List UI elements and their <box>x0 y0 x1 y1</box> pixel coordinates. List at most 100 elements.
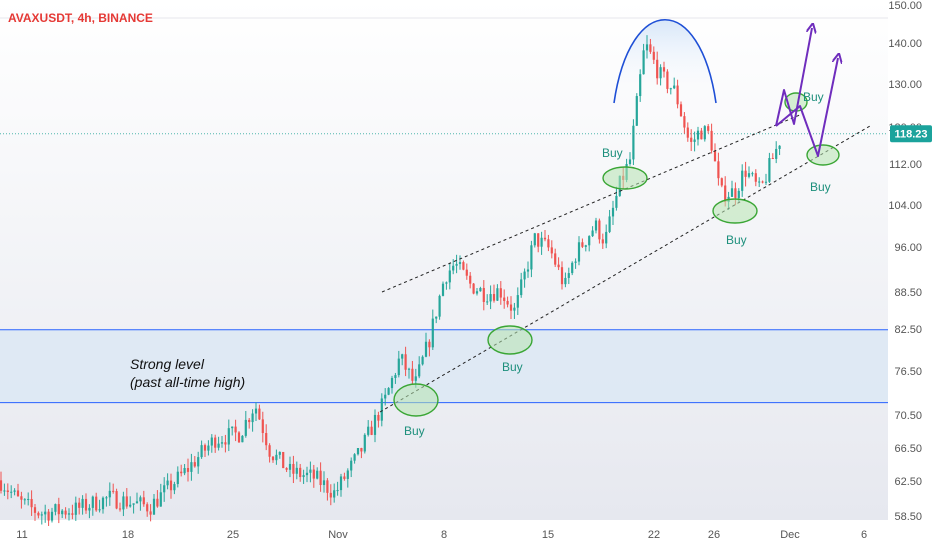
candle-body <box>509 304 513 311</box>
candle-body <box>122 496 125 510</box>
candle-body <box>57 504 60 515</box>
candle-body <box>581 242 584 247</box>
top-arc <box>613 18 717 104</box>
candle-body <box>401 354 404 359</box>
price-tick: 70.50 <box>894 410 922 422</box>
candle-body <box>10 491 13 493</box>
candle-body <box>741 170 744 191</box>
candle-body <box>254 408 258 414</box>
candle-body <box>577 242 581 262</box>
time-tick: 15 <box>542 529 554 541</box>
time-axis[interactable]: 11 18 25 Nov 8 15 22 26 Dec 6 <box>16 529 867 541</box>
candle-body <box>183 468 186 474</box>
candle-body <box>520 279 523 296</box>
candle-body <box>37 512 40 516</box>
candle-body <box>251 413 254 423</box>
candle-body <box>350 460 353 471</box>
candle-body <box>282 451 285 469</box>
price-axis[interactable]: 150.00 140.00 130.00 120.00 112.00 104.0… <box>888 0 922 523</box>
candle-body <box>533 233 536 246</box>
candle-body <box>594 220 598 231</box>
candle-body <box>129 504 132 507</box>
candle-body <box>445 282 448 284</box>
candle-body <box>288 463 292 470</box>
candle-body <box>319 470 322 486</box>
candle-body <box>322 480 326 486</box>
candle-body <box>132 503 135 505</box>
candle-body <box>95 496 98 511</box>
candle-body <box>452 265 455 271</box>
candle-body <box>275 454 278 461</box>
time-tick: 25 <box>227 529 239 541</box>
candle-body <box>407 368 411 370</box>
zone-label-line1: Strong level <box>130 356 205 372</box>
candle-body <box>475 291 479 294</box>
symbol-title[interactable]: AVAXUSDT, 4h, BINANCE <box>8 11 153 25</box>
candle-body <box>696 130 700 140</box>
candle-body <box>693 139 696 142</box>
candle-body <box>81 498 84 508</box>
candle-body <box>125 496 128 507</box>
candle-body <box>3 490 6 492</box>
candle-body <box>676 85 679 105</box>
candle-body <box>608 216 611 232</box>
price-tick: 88.50 <box>894 287 922 299</box>
candle-body <box>438 295 441 317</box>
candles-group <box>0 35 781 526</box>
strong-level-zone <box>0 329 888 403</box>
candle-body <box>265 433 268 446</box>
last-price-badge <box>890 125 932 143</box>
candle-body <box>47 511 50 521</box>
price-tick: 130.00 <box>888 79 922 91</box>
channel-lower-line <box>379 125 871 413</box>
candle-body <box>469 275 472 284</box>
candle-body <box>40 514 43 516</box>
candle-body <box>673 85 676 89</box>
candle-body <box>601 239 604 244</box>
candle-body <box>428 341 431 348</box>
candle-body <box>486 301 489 303</box>
candle-body <box>734 188 737 198</box>
candle-body <box>139 497 142 502</box>
candle-body <box>135 501 139 504</box>
candle-body <box>112 490 115 492</box>
candle-body <box>326 480 329 493</box>
candle-body <box>418 364 421 377</box>
buy-zone-6 <box>806 144 840 166</box>
candle-body <box>628 159 632 165</box>
price-tick: 104.00 <box>888 200 922 212</box>
candle-body <box>679 104 683 117</box>
candle-body <box>710 130 713 151</box>
candle-body <box>588 236 591 246</box>
candle-body <box>547 239 550 248</box>
candle-body <box>496 288 499 301</box>
buy-label-3: Buy <box>602 146 623 160</box>
candle-body <box>669 88 672 90</box>
buy-label-6: Buy <box>810 180 831 194</box>
candle-body <box>713 150 717 162</box>
candle-body <box>394 375 397 378</box>
candle-body <box>506 300 509 305</box>
candle-body <box>730 188 734 197</box>
candle-body <box>397 358 400 376</box>
candle-body <box>435 316 438 319</box>
candle-body <box>455 263 458 266</box>
candle-body <box>639 74 642 97</box>
candle-body <box>591 230 594 237</box>
candle-body <box>683 116 686 128</box>
candle-body <box>108 490 111 498</box>
candle-body <box>16 490 20 497</box>
candle-body <box>207 445 210 451</box>
candle-body <box>299 467 302 478</box>
candle-body <box>564 277 567 285</box>
buy-zone-2 <box>487 325 533 355</box>
candle-body <box>367 426 370 435</box>
candle-body <box>271 456 275 461</box>
candle-body <box>656 59 659 79</box>
candle-body <box>50 511 54 521</box>
candle-body <box>343 476 346 479</box>
candle-body <box>462 262 465 270</box>
buy-label-4: Buy <box>726 233 747 247</box>
